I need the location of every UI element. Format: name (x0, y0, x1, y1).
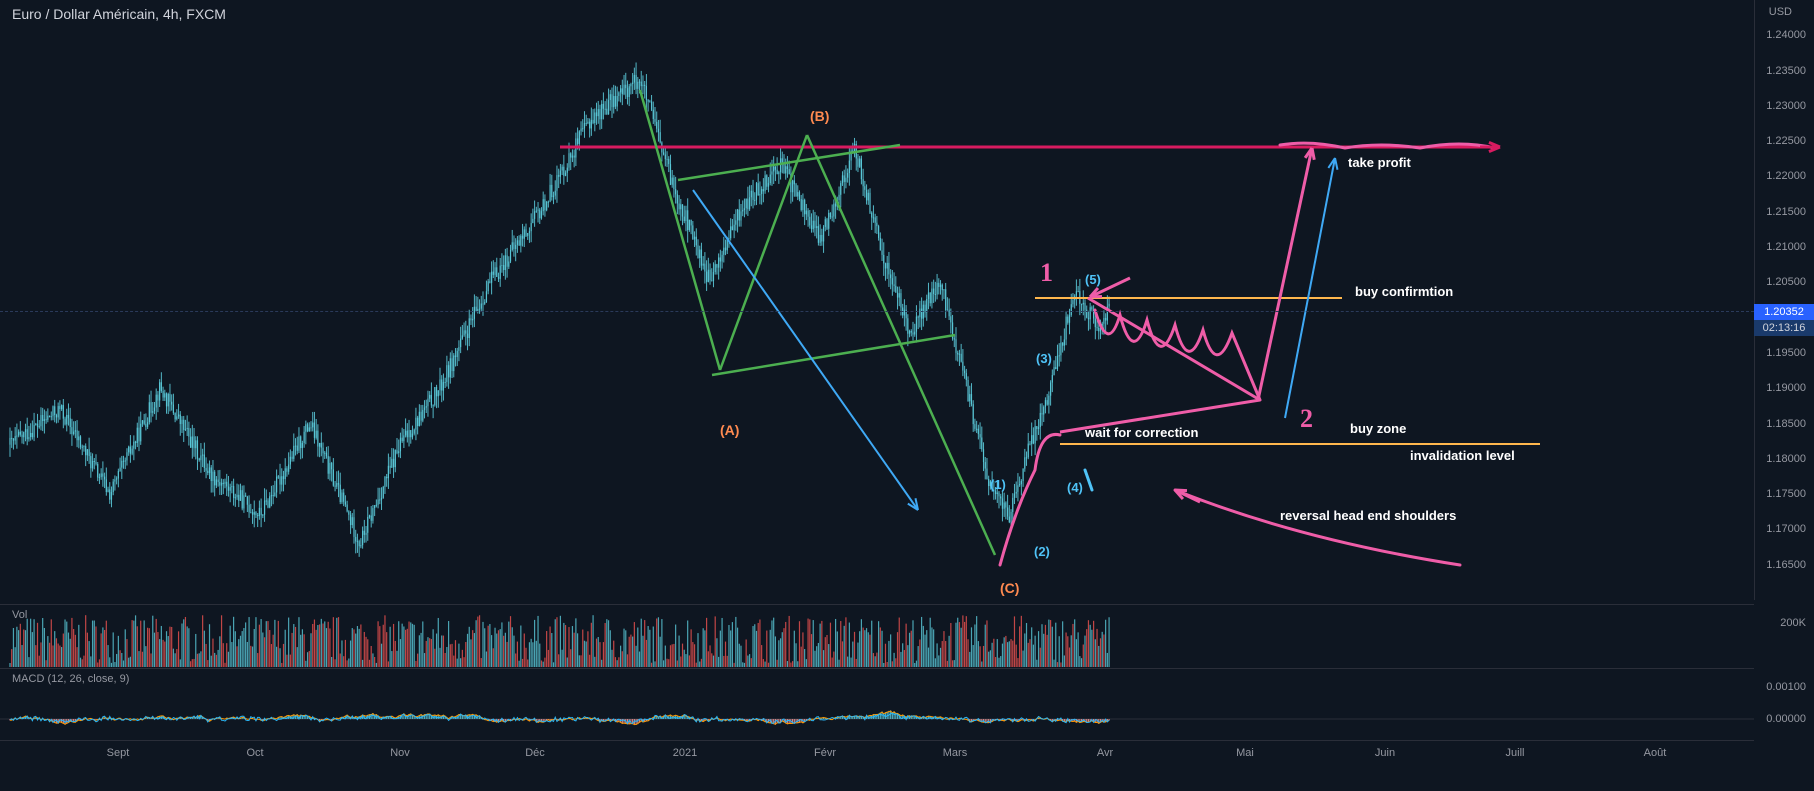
y-tick: 1.24000 (1766, 29, 1806, 41)
x-tick: Juill (1506, 747, 1525, 759)
anno-invalidation: invalidation level (1410, 448, 1515, 463)
y-tick: 1.16500 (1766, 559, 1806, 571)
macd-label: MACD (12, 26, close, 9) (12, 673, 129, 685)
x-axis: Sept Oct Nov Déc 2021 Févr Mars Avr Mai Juin Juill… (0, 740, 1754, 790)
volume-pane[interactable]: Vol 200K (0, 604, 1754, 666)
x-tick: Déc (525, 747, 545, 759)
y-axis-price: USD 1.24000 1.23500 1.23000 1.22500 1.22000 1… (1754, 0, 1814, 600)
anno-wave_1: (1) (990, 477, 1006, 492)
x-tick: Oct (246, 747, 263, 759)
x-tick: Mars (943, 747, 967, 759)
anno-take_profit: take profit (1348, 155, 1411, 170)
price-pane[interactable] (0, 0, 1754, 600)
anno-wave_B: (B) (810, 108, 829, 124)
x-tick: 2021 (673, 747, 697, 759)
anno-reversal: reversal head end shoulders (1280, 508, 1456, 523)
macd-tick: 0.00000 (1766, 713, 1806, 725)
current-price-hline (0, 311, 1754, 312)
volume-tick: 200K (1780, 617, 1806, 629)
volume-svg (0, 605, 1754, 667)
y-tick: 1.22500 (1766, 135, 1806, 147)
anno-wave_2: (2) (1034, 544, 1050, 559)
price-svg (0, 0, 1754, 600)
macd-pane[interactable]: MACD (12, 26, close, 9) 0.001000.00000 (0, 668, 1754, 738)
x-tick: Mai (1236, 747, 1254, 759)
anno-wave_5: (5) (1085, 272, 1101, 287)
x-tick: Août (1644, 747, 1667, 759)
macd-tick: 0.00100 (1766, 681, 1806, 693)
macd-svg (0, 669, 1754, 739)
x-tick: Juin (1375, 747, 1395, 759)
y-tick: 1.19500 (1766, 347, 1806, 359)
y-tick: 1.17000 (1766, 523, 1806, 535)
anno-wave_4: (4) (1067, 480, 1083, 495)
y-tick: 1.22000 (1766, 170, 1806, 182)
current-price-countdown: 02:13:16 (1754, 320, 1814, 336)
anno-wave_A: (A) (720, 422, 739, 438)
x-tick: Avr (1097, 747, 1113, 759)
anno-drawn_2: 2 (1300, 404, 1313, 434)
anno-wave_C: (C) (1000, 580, 1019, 596)
x-tick: Nov (390, 747, 410, 759)
anno-wait_correction: wait for correction (1085, 425, 1198, 440)
anno-drawn_1: 1 (1040, 258, 1053, 288)
y-tick: 1.17500 (1766, 488, 1806, 500)
y-tick: 1.18500 (1766, 418, 1806, 430)
y-tick: 1.21500 (1766, 206, 1806, 218)
anno-buy_confirmation: buy confirmtion (1355, 284, 1453, 299)
chart-root: Euro / Dollar Américain, 4h, FXCM USD 1.… (0, 0, 1814, 791)
volume-label: Vol (12, 609, 27, 621)
x-tick: Sept (107, 747, 130, 759)
current-price-value: 1.20352 (1754, 304, 1814, 320)
y-tick: 1.19000 (1766, 382, 1806, 394)
y-tick: 1.18000 (1766, 453, 1806, 465)
y-tick: 1.21000 (1766, 241, 1806, 253)
anno-wave_3: (3) (1036, 351, 1052, 366)
y-tick: 1.23000 (1766, 100, 1806, 112)
current-price-pill: 1.20352 02:13:16 (1754, 304, 1814, 336)
x-tick: Févr (814, 747, 836, 759)
anno-buy_zone: buy zone (1350, 421, 1406, 436)
y-axis-unit: USD (1769, 6, 1792, 18)
y-tick: 1.23500 (1766, 65, 1806, 77)
y-tick: 1.20500 (1766, 276, 1806, 288)
